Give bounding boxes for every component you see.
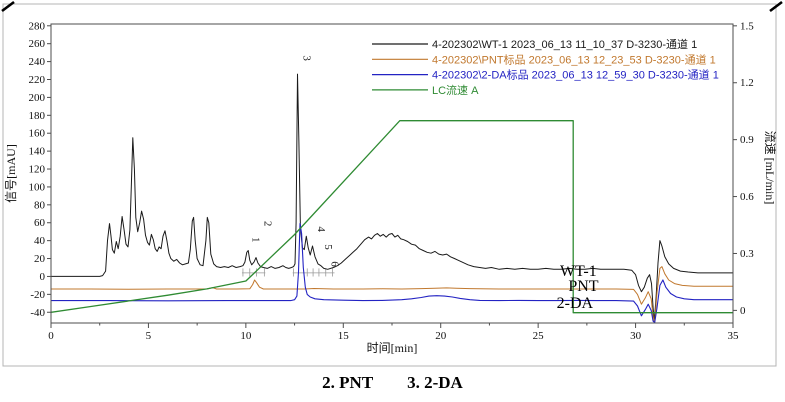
x-tick-label: 5 — [146, 330, 152, 342]
peak-label-2: 2 — [261, 221, 273, 227]
legend-label: LC流速 A — [432, 83, 479, 97]
peak-label-6: 6 — [329, 261, 341, 267]
x-tick-label: 35 — [728, 330, 740, 342]
x-axis: 0 5 10 15 20 25 30 35 — [48, 323, 739, 342]
corner-mark-right — [769, 0, 783, 13]
trace-2-da — [51, 223, 733, 323]
x-tick-label: 30 — [630, 330, 642, 342]
trace-lc-a — [51, 120, 733, 314]
trace-pnt — [51, 266, 733, 323]
x-tick-label: 0 — [48, 330, 54, 342]
left-tick-label: 20 — [34, 253, 46, 265]
legend-label: 4-202302\PNT标品 2023_06_13 12_23_53 D-323… — [432, 52, 716, 66]
left-tick-label: 140 — [29, 146, 46, 158]
left-tick-label: 280 — [29, 20, 46, 32]
left-tick-label: 100 — [29, 181, 46, 193]
left-tick-label: 60 — [34, 217, 46, 229]
right-tick-label: 1.5 — [740, 20, 754, 32]
left-tick-label: -20 — [30, 289, 45, 301]
corner-mark-left — [1, 0, 15, 13]
peak-label-1: 1 — [250, 237, 262, 242]
x-tick-label: 10 — [240, 330, 252, 342]
left-tick-label: 180 — [29, 110, 46, 122]
left-tick-label: 260 — [29, 38, 46, 50]
trace-annotation-wt-1: WT-1 — [560, 263, 597, 280]
right-tick-label: 1.2 — [740, 77, 754, 89]
chromatogram-chart: 280260240220200180160140120100806040200-… — [1, 0, 783, 367]
left-tick-label: 220 — [29, 74, 46, 86]
left-axis: 280260240220200180160140120100806040200-… — [29, 20, 51, 319]
left-tick-label: 240 — [29, 56, 46, 68]
left-tick-label: 40 — [34, 235, 46, 247]
y-axis-title-right: 流速 [mL/min] — [763, 131, 777, 205]
legend-label: 4-202302\2-DA标品 2023_06_13 12_59_30 D-32… — [432, 68, 719, 82]
trace-annotation-pnt: PNT — [568, 278, 598, 295]
x-tick-label: 15 — [338, 330, 350, 342]
plot-area — [51, 24, 733, 323]
trace-annotation-2-da: 2-DA — [557, 295, 594, 312]
right-tick-label: 0.6 — [740, 191, 754, 203]
left-tick-label: -40 — [30, 307, 45, 319]
left-tick-label: 80 — [34, 199, 46, 211]
legend-label: 4-202302\WT-1 2023_06_13 11_10_37 D-3230… — [432, 37, 697, 51]
peak-label-5: 5 — [322, 244, 334, 250]
right-axis: 1.5 1.2 0.9 0.6 0.3 0 — [733, 20, 754, 317]
x-tick-label: 20 — [435, 330, 447, 342]
trace-wt-1 — [51, 73, 733, 322]
caption-item-pnt: 2. PNT — [322, 373, 373, 392]
peak-label-3: 3 — [300, 55, 312, 61]
figure-caption: 2. PNT 3. 2-DA — [0, 373, 785, 393]
legend: 4-202302\WT-1 2023_06_13 11_10_37 D-3230… — [372, 37, 719, 97]
y-axis-title-left: 信号[mAU] — [4, 144, 18, 203]
figure-frame — [2, 3, 777, 367]
left-tick-label: 120 — [29, 164, 46, 176]
integration-marks — [241, 268, 335, 277]
left-tick-label: 0 — [40, 271, 46, 283]
right-tick-label: 0.9 — [740, 134, 754, 146]
caption-item-2da: 3. 2-DA — [407, 373, 463, 392]
peak-label-4: 4 — [315, 226, 327, 232]
right-tick-label: 0 — [740, 305, 746, 317]
x-axis-title: 时间[min] — [367, 341, 418, 355]
left-tick-label: 200 — [29, 92, 46, 104]
left-tick-label: 160 — [29, 128, 46, 140]
x-tick-label: 25 — [533, 330, 545, 342]
right-tick-label: 0.3 — [740, 248, 754, 260]
